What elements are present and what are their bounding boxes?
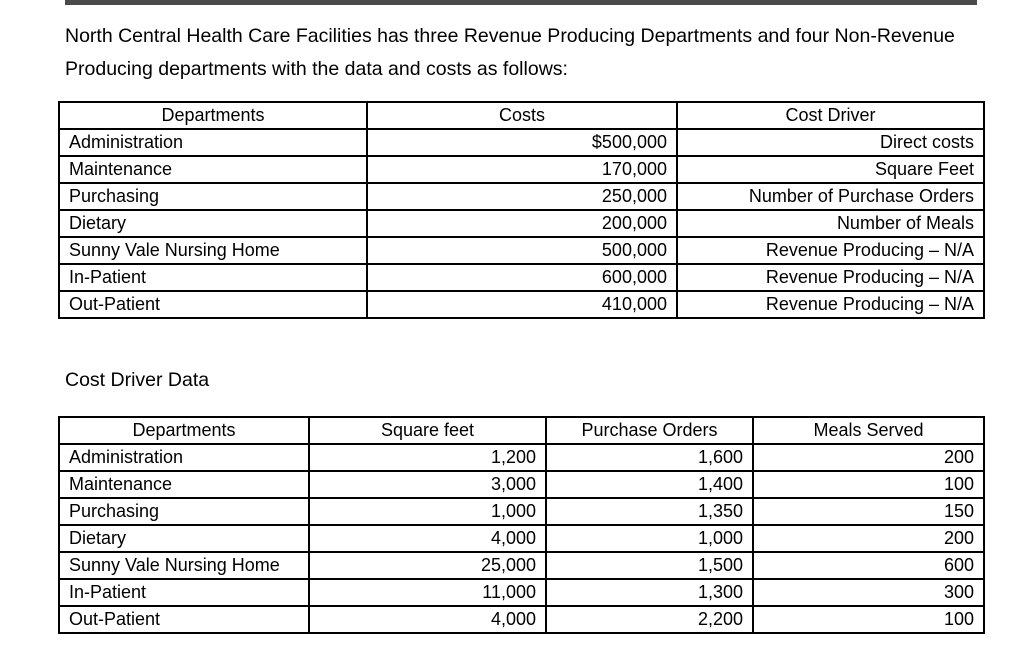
cell-square-feet: 1,000	[308, 497, 547, 526]
cell-cost-driver: Revenue Producing – N/A	[676, 290, 985, 319]
cell-cost: 600,000	[366, 263, 678, 292]
cell-cost: 250,000	[366, 182, 678, 211]
cell-cost: 500,000	[366, 236, 678, 265]
costs-table-header-row: Departments Costs Cost Driver	[58, 101, 985, 130]
cell-purchase-orders: 1,400	[545, 470, 754, 499]
cell-department: Purchasing	[58, 182, 368, 211]
intro-line-1: North Central Health Care Facilities has…	[65, 25, 955, 47]
cost-driver-data-table: Departments Square feet Purchase Orders …	[58, 416, 985, 634]
table-row: In-Patient 600,000 Revenue Producing – N…	[58, 263, 985, 292]
cell-square-feet: 4,000	[308, 605, 547, 634]
cell-cost: 410,000	[366, 290, 678, 319]
cell-square-feet: 4,000	[308, 524, 547, 553]
cell-purchase-orders: 1,500	[545, 551, 754, 580]
cell-cost-driver: Direct costs	[676, 128, 985, 157]
cell-square-feet: 1,200	[308, 443, 547, 472]
cell-meals-served: 150	[752, 497, 985, 526]
cell-cost: 200,000	[366, 209, 678, 238]
cell-meals-served: 200	[752, 524, 985, 553]
top-divider-bar	[65, 0, 977, 5]
cell-cost-driver: Revenue Producing – N/A	[676, 236, 985, 265]
cell-department: Out-Patient	[58, 290, 368, 319]
table-row: Purchasing 1,000 1,350 150	[58, 497, 985, 526]
cell-department: Maintenance	[58, 470, 310, 499]
cell-cost: 170,000	[366, 155, 678, 184]
column-header-meals-served: Meals Served	[752, 416, 985, 445]
cell-meals-served: 100	[752, 605, 985, 634]
table-row: Maintenance 3,000 1,400 100	[58, 470, 985, 499]
cell-department: Dietary	[58, 524, 310, 553]
column-header-departments: Departments	[58, 101, 368, 130]
cell-cost-driver: Square Feet	[676, 155, 985, 184]
column-header-costs: Costs	[366, 101, 678, 130]
section-title-cost-driver-data: Cost Driver Data	[65, 369, 210, 391]
table-row: Maintenance 170,000 Square Feet	[58, 155, 985, 184]
cell-department: In-Patient	[58, 263, 368, 292]
cell-cost-driver: Number of Meals	[676, 209, 985, 238]
cell-purchase-orders: 2,200	[545, 605, 754, 634]
cell-department: Out-Patient	[58, 605, 310, 634]
cell-square-feet: 3,000	[308, 470, 547, 499]
column-header-square-feet: Square feet	[308, 416, 547, 445]
cell-department: Administration	[58, 128, 368, 157]
table-row: Out-Patient 4,000 2,200 100	[58, 605, 985, 634]
cell-cost-driver: Revenue Producing – N/A	[676, 263, 985, 292]
cell-department: Sunny Vale Nursing Home	[58, 236, 368, 265]
cell-department: Dietary	[58, 209, 368, 238]
driver-table-header-row: Departments Square feet Purchase Orders …	[58, 416, 985, 445]
cell-square-feet: 25,000	[308, 551, 547, 580]
table-row: Dietary 200,000 Number of Meals	[58, 209, 985, 238]
cell-department: Purchasing	[58, 497, 310, 526]
table-row: Administration $500,000 Direct costs	[58, 128, 985, 157]
cell-meals-served: 300	[752, 578, 985, 607]
table-row: Out-Patient 410,000 Revenue Producing – …	[58, 290, 985, 319]
cell-meals-served: 600	[752, 551, 985, 580]
cell-department: Maintenance	[58, 155, 368, 184]
table-row: Purchasing 250,000 Number of Purchase Or…	[58, 182, 985, 211]
cell-purchase-orders: 1,300	[545, 578, 754, 607]
cell-cost-driver: Number of Purchase Orders	[676, 182, 985, 211]
cell-square-feet: 11,000	[308, 578, 547, 607]
table-row: Sunny Vale Nursing Home 25,000 1,500 600	[58, 551, 985, 580]
cell-meals-served: 100	[752, 470, 985, 499]
table-row: Sunny Vale Nursing Home 500,000 Revenue …	[58, 236, 985, 265]
costs-table: Departments Costs Cost Driver Administra…	[58, 101, 985, 319]
column-header-cost-driver: Cost Driver	[676, 101, 985, 130]
cell-department: In-Patient	[58, 578, 310, 607]
table-row: In-Patient 11,000 1,300 300	[58, 578, 985, 607]
cell-cost: $500,000	[366, 128, 678, 157]
cell-meals-served: 200	[752, 443, 985, 472]
table-row: Dietary 4,000 1,000 200	[58, 524, 985, 553]
cell-department: Sunny Vale Nursing Home	[58, 551, 310, 580]
intro-paragraph: North Central Health Care Facilities has…	[65, 20, 980, 86]
table-row: Administration 1,200 1,600 200	[58, 443, 985, 472]
column-header-departments: Departments	[58, 416, 310, 445]
cell-purchase-orders: 1,350	[545, 497, 754, 526]
column-header-purchase-orders: Purchase Orders	[545, 416, 754, 445]
cell-purchase-orders: 1,000	[545, 524, 754, 553]
cell-purchase-orders: 1,600	[545, 443, 754, 472]
intro-line-2: Producing departments with the data and …	[65, 58, 568, 80]
cell-department: Administration	[58, 443, 310, 472]
